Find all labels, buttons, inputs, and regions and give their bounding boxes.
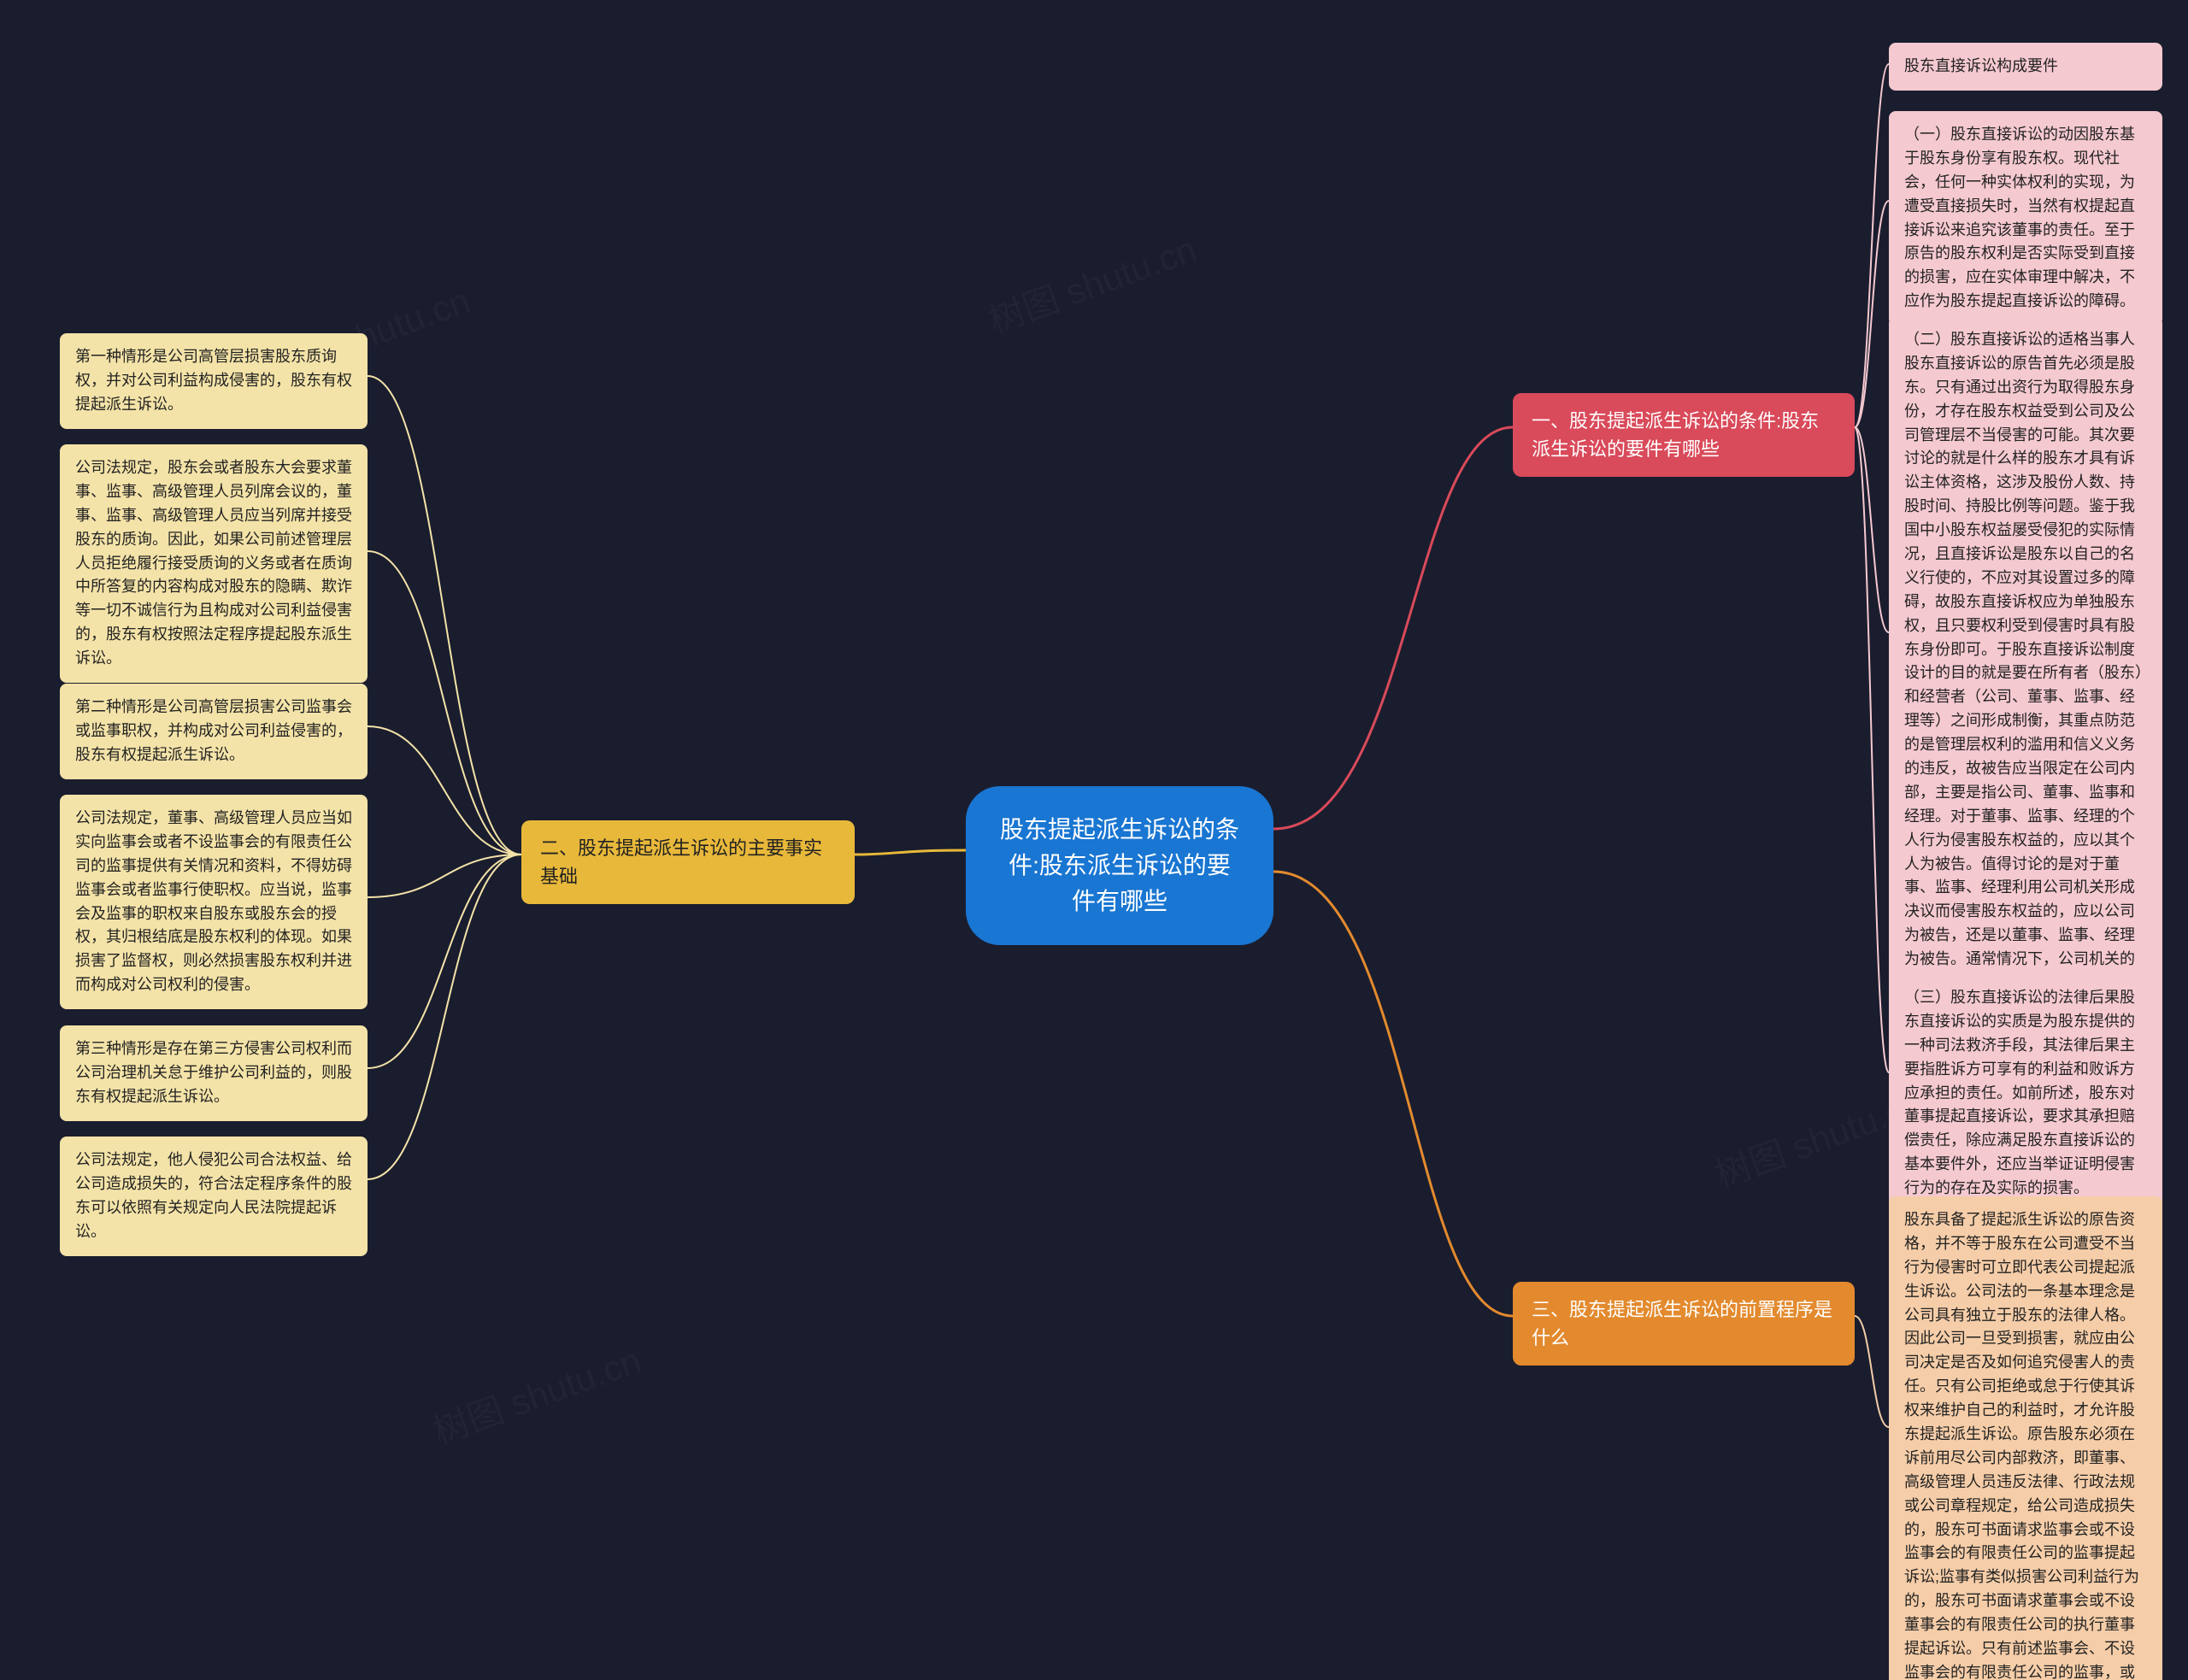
watermark: 树图 shutu.cn xyxy=(980,220,1203,344)
center-topic[interactable]: 股东提起派生诉讼的条件:股东派生诉讼的要件有哪些 xyxy=(966,786,1273,945)
leaf-2-5[interactable]: 第三种情形是存在第三方侵害公司权利而公司治理机关怠于维护公司利益的，则股东有权提… xyxy=(60,1025,368,1121)
branch-1[interactable]: 一、股东提起派生诉讼的条件:股东派生诉讼的要件有哪些 xyxy=(1513,393,1855,477)
branch-3[interactable]: 三、股东提起派生诉讼的前置程序是什么 xyxy=(1513,1282,1855,1366)
branch-2[interactable]: 二、股东提起派生诉讼的主要事实基础 xyxy=(521,820,855,904)
leaf-1-2[interactable]: （一）股东直接诉讼的动因股东基于股东身份享有股东权。现代社会，任何一种实体权利的… xyxy=(1889,111,2162,326)
leaf-2-6[interactable]: 公司法规定，他人侵犯公司合法权益、给公司造成损失的，符合法定程序条件的股东可以依… xyxy=(60,1137,368,1256)
leaf-1-1[interactable]: 股东直接诉讼构成要件 xyxy=(1889,43,2162,91)
leaf-2-2[interactable]: 公司法规定，股东会或者股东大会要求董事、监事、高级管理人员列席会议的，董事、监事… xyxy=(60,444,368,683)
watermark: 树图 shutu.cn xyxy=(425,1331,647,1454)
leaf-1-4[interactable]: （三）股东直接诉讼的法律后果股东直接诉讼的实质是为股东提供的一种司法救济手段，其… xyxy=(1889,974,2162,1213)
leaf-2-1[interactable]: 第一种情形是公司高管层损害股东质询权，并对公司利益构成侵害的，股东有权提起派生诉… xyxy=(60,333,368,429)
leaf-3-1[interactable]: 股东具备了提起派生诉讼的原告资格，并不等于股东在公司遭受不当行为侵害时可立即代表… xyxy=(1889,1196,2162,1680)
leaf-2-4[interactable]: 公司法规定，董事、高级管理人员应当如实向监事会或者不设监事会的有限责任公司的监事… xyxy=(60,795,368,1009)
leaf-2-3[interactable]: 第二种情形是公司高管层损害公司监事会或监事职权，并构成对公司利益侵害的，股东有权… xyxy=(60,684,368,779)
